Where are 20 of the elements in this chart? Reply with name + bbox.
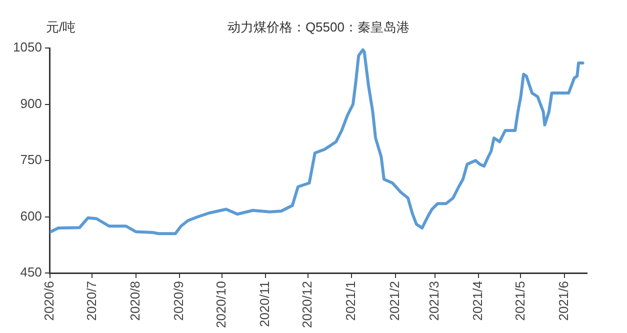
x-tick-label: 2021/6	[556, 281, 572, 321]
x-tick-label: 2021/4	[470, 281, 486, 321]
y-axis-title: 元/吨	[46, 20, 76, 35]
x-tick-label: 2020/9	[171, 281, 186, 321]
y-tick-label: 750	[20, 152, 42, 168]
x-tick-label: 2021/3	[426, 281, 442, 321]
chart-title: 动力煤价格：Q5500：秦皇岛港	[227, 20, 410, 35]
x-tick-label: 2020/8	[127, 281, 142, 321]
x-tick-label: 2021/1	[343, 281, 358, 321]
y-tick-label: 1050	[13, 40, 42, 55]
y-tick-label: 450	[20, 264, 42, 280]
x-tick-label: 2020/10	[213, 281, 228, 328]
y-tick-label: 600	[20, 208, 42, 224]
x-tick-label: 2021/5	[512, 281, 528, 321]
x-tick-label: 2020/6	[42, 281, 56, 321]
x-tick-label: 2020/7	[84, 281, 99, 321]
x-tick-label: 2020/12	[299, 281, 314, 328]
y-tick-label: 900	[20, 96, 42, 111]
x-tick-label: 2021/2	[386, 281, 402, 321]
x-tick-label: 2020/11	[257, 281, 272, 328]
